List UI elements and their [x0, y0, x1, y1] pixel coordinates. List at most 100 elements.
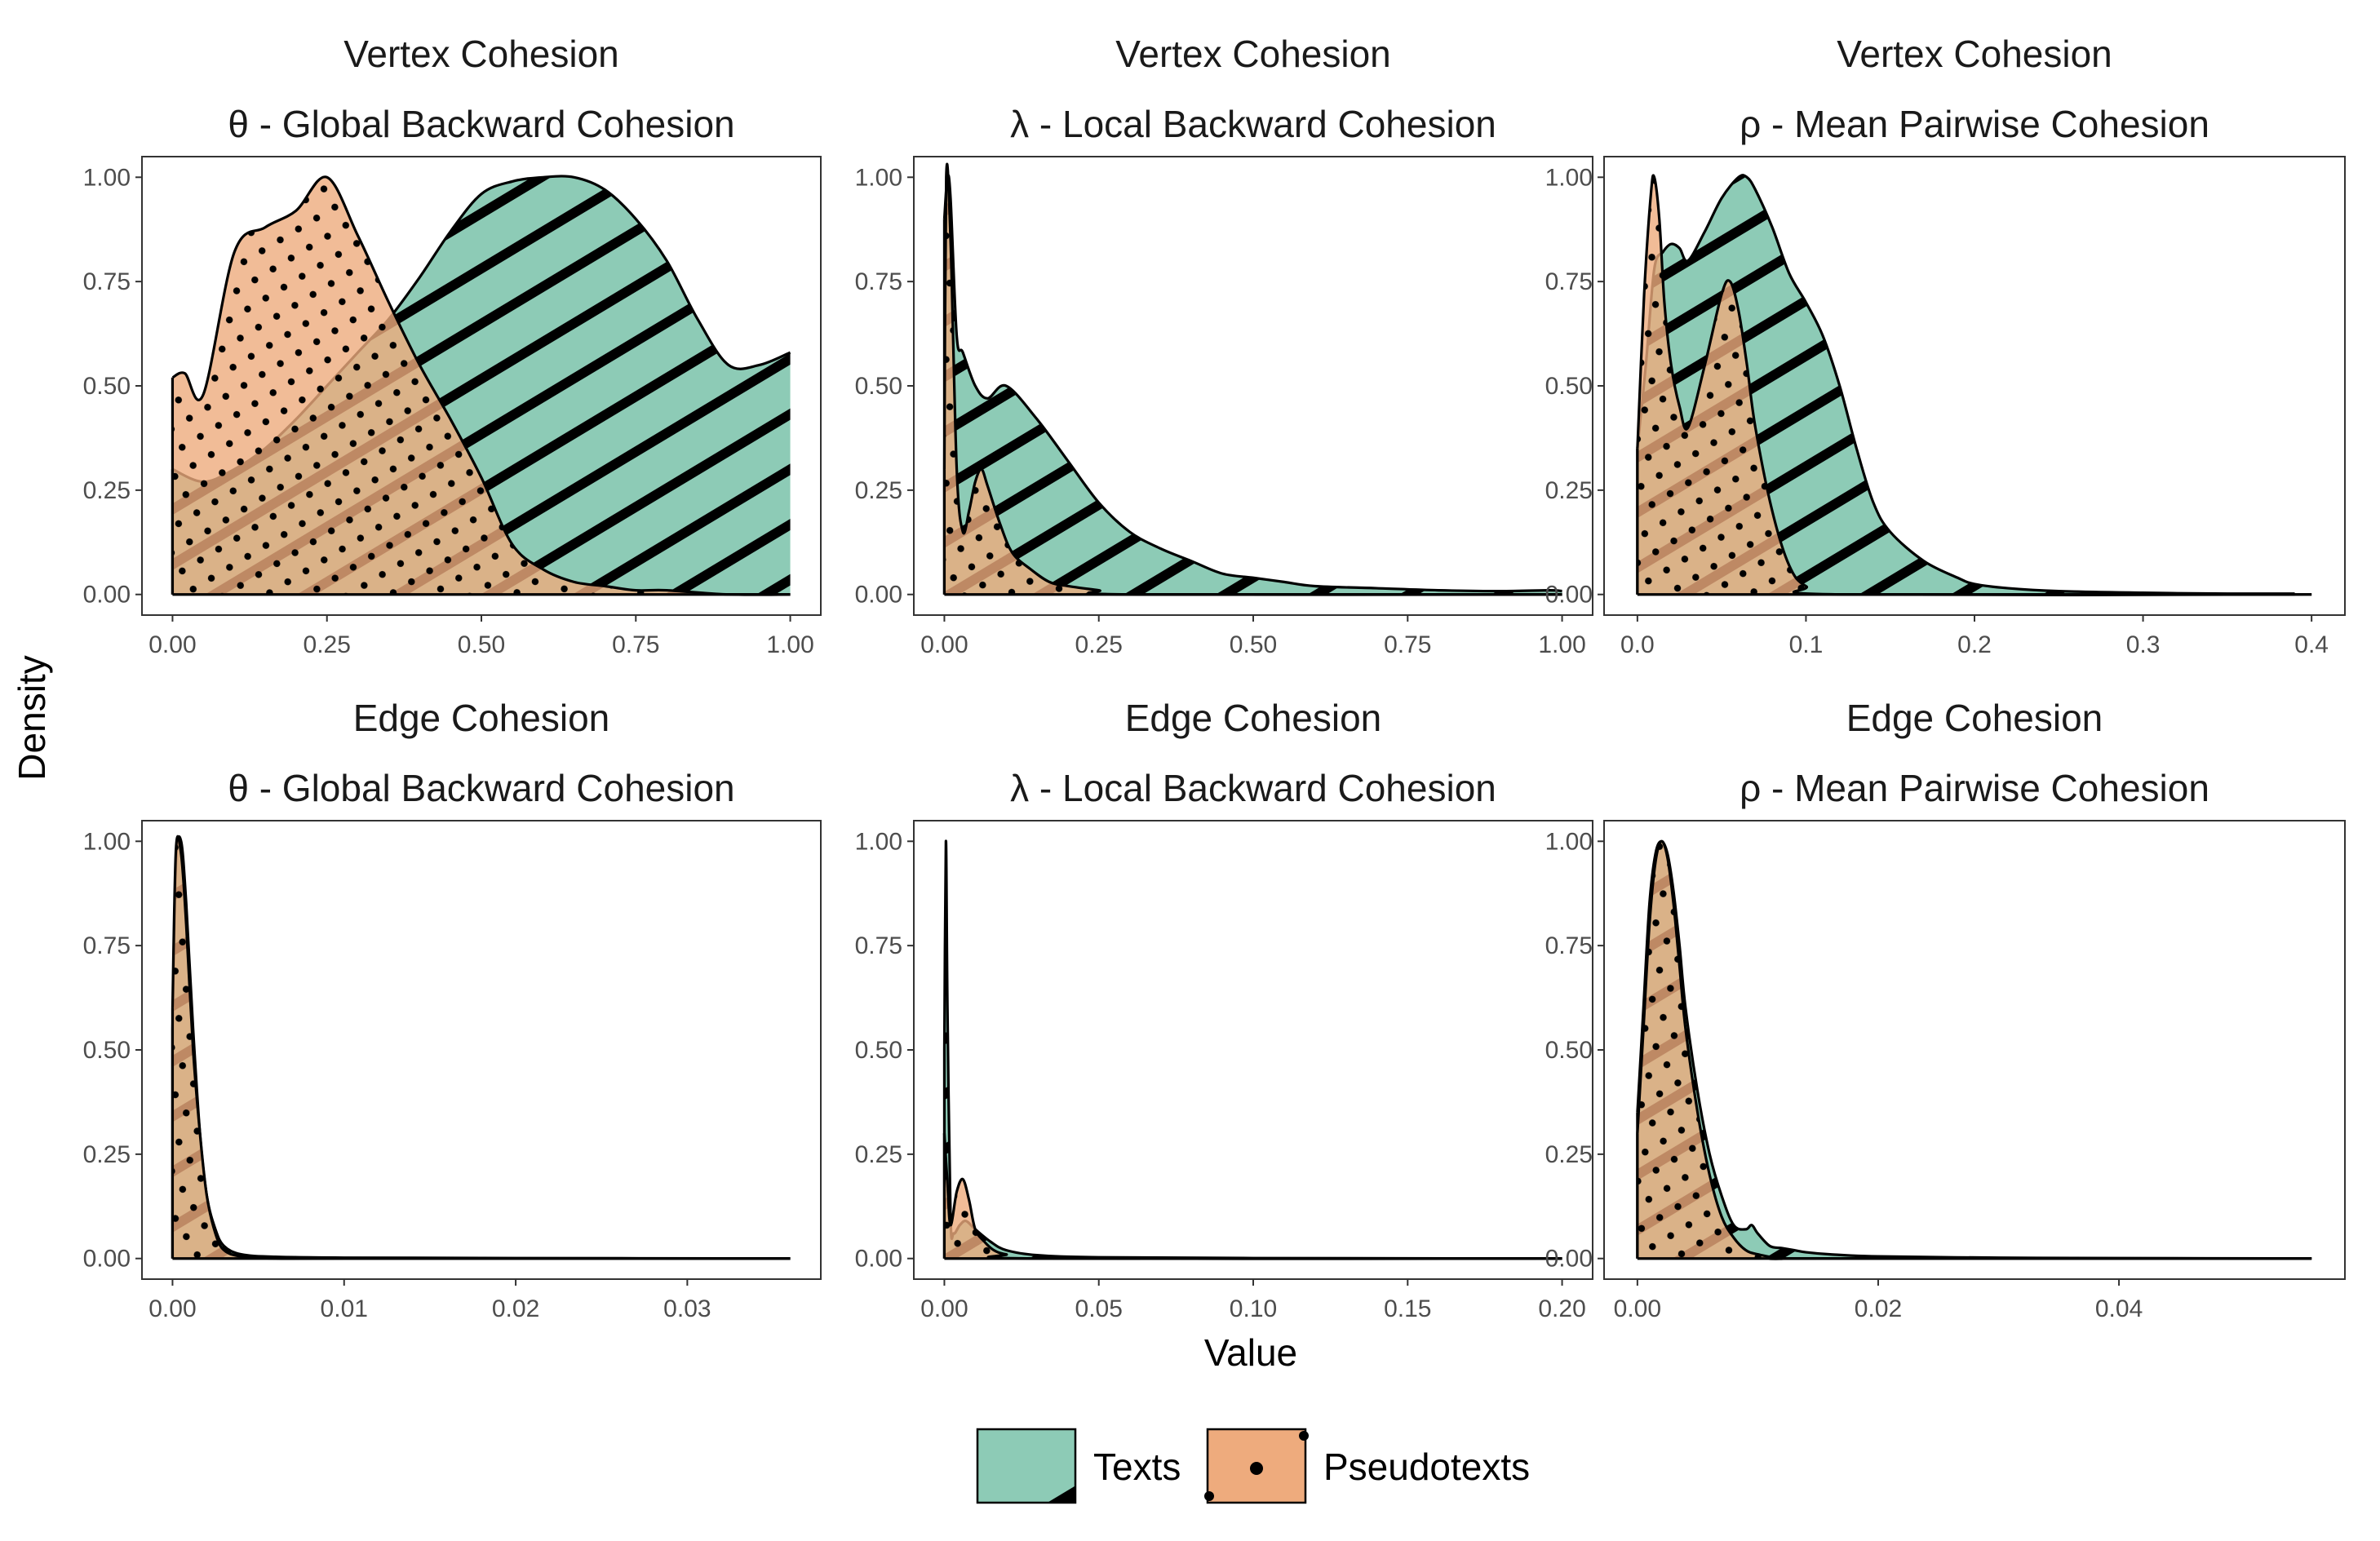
y-tick-label: 0.75	[855, 268, 902, 295]
density-pattern-pseudotexts	[944, 1133, 1562, 1260]
x-tick-label: 0.1	[1789, 631, 1824, 658]
density-pattern-texts	[944, 840, 1562, 1259]
density-line-pseudotexts	[942, 162, 1562, 596]
panel-border	[913, 820, 1593, 1280]
density-areas	[1636, 174, 2312, 597]
x-tick-label: 0.00	[1614, 1295, 1661, 1322]
y-tick-label: 1.00	[83, 828, 131, 855]
y-tick-label: 1.00	[855, 828, 902, 855]
legend-key-texts-pattern	[977, 1429, 1075, 1503]
y-tick-label: 1.00	[1545, 828, 1593, 855]
density-pattern-pseudotexts	[1637, 841, 2312, 1260]
density-pattern-pseudotexts	[944, 164, 1562, 596]
facet-panels: Vertex Cohesion θ - Global Backward Cohes…	[83, 33, 2346, 1322]
y-tick-label: 0.00	[1545, 582, 1593, 609]
legend-label-pseudotexts: Pseudotexts	[1323, 1446, 1530, 1488]
y-tick-label: 0.50	[1545, 373, 1593, 400]
x-tick-label: 0.75	[1384, 631, 1431, 658]
x-tick-label: 0.4	[2294, 631, 2329, 658]
x-tick-label: 1.00	[1538, 631, 1585, 658]
facet-group-title: Edge Cohesion	[1125, 697, 1382, 739]
density-line-texts	[1636, 839, 2312, 1260]
density-area-pseudotexts	[1637, 841, 2312, 1260]
legend-key-pseudotexts-dot	[1299, 1431, 1309, 1441]
y-tick-label: 1.00	[1545, 164, 1593, 191]
legend-label-texts: Texts	[1093, 1446, 1181, 1488]
y-tick-label: 0.50	[83, 1037, 131, 1064]
density-area-pseudotexts	[172, 836, 791, 1259]
y-tick-label: 0.75	[855, 932, 902, 959]
density-areas	[942, 839, 1562, 1260]
y-tick-label: 0.25	[855, 477, 902, 504]
density-areas	[171, 175, 791, 596]
facet-group-title: Vertex Cohesion	[343, 33, 619, 75]
y-tick-label: 0.50	[855, 1037, 902, 1064]
y-tick-label: 0.00	[83, 1246, 131, 1273]
density-area-pseudotexts	[944, 1133, 1562, 1260]
panel-1: Vertex Cohesion θ - Global Backward Cohes…	[83, 33, 822, 658]
density-line-pseudotexts	[1636, 174, 2312, 597]
y-tick-label: 0.00	[855, 582, 902, 609]
y-tick-label: 0.25	[83, 1141, 131, 1168]
density-line-texts	[942, 174, 1562, 593]
y-tick-label: 0.25	[83, 477, 131, 504]
facet-group-title: Edge Cohesion	[1846, 697, 2103, 739]
x-tick-label: 0.01	[321, 1295, 368, 1322]
x-tick-label: 0.02	[1855, 1295, 1902, 1322]
panel-2: Vertex Cohesion λ - Local Backward Cohesi…	[855, 33, 1593, 658]
x-axis-title: Value	[1204, 1331, 1297, 1374]
x-tick-label: 0.20	[1538, 1295, 1585, 1322]
density-area-texts	[1637, 841, 2312, 1259]
x-tick-label: 0.05	[1075, 1295, 1123, 1322]
panel-border	[141, 820, 822, 1280]
density-line-texts	[1636, 174, 2295, 596]
x-tick-label: 0.2	[1957, 631, 1992, 658]
density-line-texts	[942, 839, 1562, 1260]
density-line-pseudotexts	[171, 835, 791, 1260]
density-line-texts	[171, 835, 791, 1260]
panel-3: Vertex Cohesion ρ - Mean Pairwise Cohesio…	[1545, 33, 2346, 658]
legend-key-pseudotexts-dot	[1250, 1462, 1263, 1475]
density-area-texts	[172, 836, 791, 1259]
facet-measure-title: λ - Local Backward Cohesion	[1010, 103, 1496, 145]
x-tick-label: 0.15	[1384, 1295, 1431, 1322]
x-tick-label: 0.00	[148, 631, 196, 658]
density-pattern-texts	[944, 175, 1562, 595]
x-tick-label: 0.10	[1230, 1295, 1277, 1322]
facet-group-title: Edge Cohesion	[353, 697, 610, 739]
x-tick-label: 0.02	[492, 1295, 539, 1322]
y-tick-label: 0.25	[855, 1141, 902, 1168]
density-pattern-texts	[1637, 175, 2295, 595]
legend-item-texts: Texts	[976, 1428, 1181, 1504]
density-line-pseudotexts	[1636, 839, 2312, 1260]
panel-4: Edge Cohesion θ - Global Backward Cohesio…	[83, 697, 822, 1322]
x-tick-label: 0.50	[1230, 631, 1277, 658]
facet-measure-title: θ - Global Backward Cohesion	[228, 103, 734, 145]
density-pattern-pseudotexts	[172, 176, 791, 596]
y-tick-label: 0.75	[1545, 932, 1593, 959]
density-pattern-pseudotexts	[172, 836, 791, 1259]
x-tick-label: 1.00	[766, 631, 813, 658]
x-tick-label: 0.25	[1075, 631, 1123, 658]
x-tick-label: 0.00	[920, 1295, 968, 1322]
x-tick-label: 0.00	[920, 631, 968, 658]
y-tick-label: 0.25	[1545, 477, 1593, 504]
y-tick-label: 0.00	[1545, 1246, 1593, 1273]
density-areas	[942, 162, 1562, 596]
legend-item-pseudotexts: Pseudotexts	[1204, 1428, 1530, 1504]
facet-group-title: Vertex Cohesion	[1837, 33, 2112, 75]
legend-key-pseudotexts-dot	[1204, 1491, 1214, 1501]
density-line-pseudotexts	[171, 175, 791, 596]
legend: Texts Pseudotexts	[976, 1428, 1530, 1504]
density-line-pseudotexts	[942, 1133, 1562, 1260]
x-tick-label: 0.50	[458, 631, 505, 658]
facet-group-title: Vertex Cohesion	[1115, 33, 1391, 75]
y-tick-label: 0.00	[855, 1246, 902, 1273]
x-tick-label: 0.25	[304, 631, 351, 658]
y-tick-label: 0.50	[855, 373, 902, 400]
density-areas	[171, 835, 791, 1260]
x-tick-label: 0.00	[148, 1295, 196, 1322]
y-tick-label: 1.00	[855, 164, 902, 191]
facet-measure-title: θ - Global Backward Cohesion	[228, 767, 734, 809]
